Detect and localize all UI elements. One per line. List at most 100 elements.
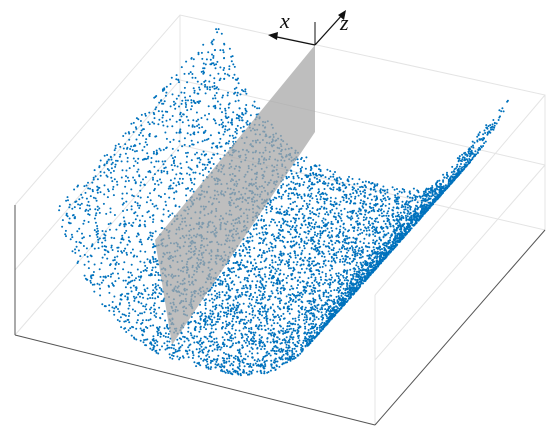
point [158, 118, 161, 121]
point [153, 173, 156, 176]
point [341, 244, 344, 247]
point [202, 348, 205, 351]
point [324, 275, 327, 278]
point [241, 293, 244, 296]
point [199, 315, 202, 318]
point [187, 321, 190, 324]
point [273, 235, 275, 238]
point [222, 94, 224, 97]
point [493, 121, 496, 124]
point [102, 202, 105, 205]
point [318, 272, 321, 275]
point [198, 126, 201, 129]
point [348, 229, 350, 232]
point [251, 104, 254, 107]
point [240, 332, 243, 335]
point [162, 213, 165, 216]
point [121, 234, 124, 237]
point [253, 247, 256, 250]
point [253, 359, 256, 362]
point [216, 60, 219, 63]
point [276, 314, 279, 317]
point [269, 203, 271, 206]
point [147, 319, 150, 322]
point [146, 327, 149, 329]
point [188, 173, 191, 176]
point [224, 327, 227, 330]
point [140, 129, 143, 132]
point [224, 112, 227, 115]
point [217, 314, 220, 317]
point [269, 201, 272, 204]
point [214, 294, 217, 297]
point [276, 360, 279, 363]
point [301, 301, 304, 304]
point [232, 76, 234, 79]
point [224, 371, 227, 374]
point [118, 155, 121, 158]
point [98, 211, 101, 214]
point [416, 195, 419, 198]
point [143, 145, 146, 148]
point [480, 146, 483, 149]
point [295, 350, 298, 353]
point [272, 319, 275, 322]
point [271, 347, 274, 350]
point [376, 209, 379, 212]
point [307, 217, 310, 220]
point [345, 197, 348, 199]
point [319, 193, 322, 196]
point [356, 270, 358, 273]
point [132, 255, 135, 258]
point [291, 244, 294, 247]
point [200, 357, 202, 360]
point [230, 121, 233, 124]
point [276, 236, 279, 239]
point [238, 351, 241, 354]
point [89, 281, 92, 284]
point [356, 254, 359, 257]
point [137, 301, 140, 304]
point [155, 151, 158, 154]
point [264, 231, 267, 234]
point [91, 188, 94, 191]
point [328, 286, 331, 289]
point [189, 332, 192, 335]
point [265, 280, 268, 283]
point [292, 341, 295, 344]
point [237, 276, 240, 279]
point [137, 195, 140, 198]
point [303, 244, 305, 247]
point [286, 341, 289, 344]
point [447, 182, 450, 185]
point [156, 295, 159, 298]
point [140, 329, 143, 332]
point [144, 338, 147, 341]
point [304, 167, 307, 170]
point [357, 283, 360, 286]
point [214, 67, 217, 70]
point [328, 253, 331, 255]
point [124, 180, 127, 183]
point [173, 191, 176, 194]
point [302, 341, 305, 344]
point [247, 355, 249, 358]
point [400, 191, 403, 194]
point [157, 332, 160, 335]
point [259, 290, 262, 293]
point [347, 293, 350, 296]
point [307, 232, 310, 235]
point [326, 227, 329, 230]
point [293, 294, 295, 296]
point [431, 185, 434, 187]
point [138, 142, 141, 145]
point [209, 58, 212, 61]
point [394, 194, 397, 197]
point [261, 314, 263, 317]
point [213, 316, 216, 319]
point [287, 274, 289, 277]
point [290, 327, 292, 330]
point [232, 140, 235, 143]
point [238, 249, 241, 252]
point [205, 58, 208, 61]
